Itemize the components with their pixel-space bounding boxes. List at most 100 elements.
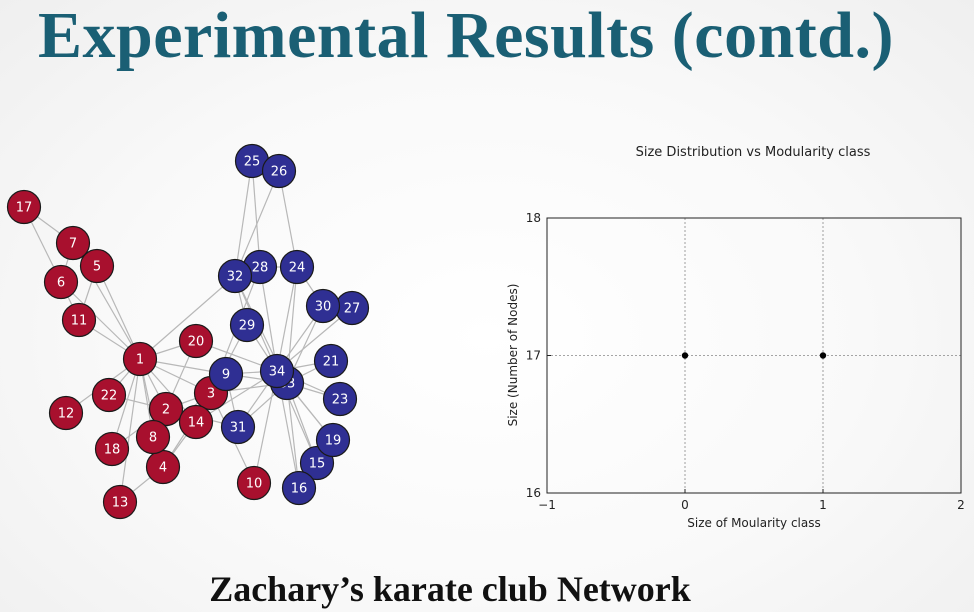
network-node-label-12: 12 xyxy=(58,407,75,422)
network-node-circle-34 xyxy=(259,353,295,389)
network-edge-24-34 xyxy=(276,266,298,372)
network-edge-1-6 xyxy=(60,281,141,360)
network-node-circle-8 xyxy=(135,419,171,455)
network-edge-25-28 xyxy=(251,160,261,268)
network-node-21: 21 xyxy=(313,343,349,379)
network-node-2: 2 xyxy=(148,391,184,427)
network-node-label-9: 9 xyxy=(222,368,230,383)
network-caption: Zachary’s karate club Network xyxy=(209,569,691,609)
network-node-label-26: 26 xyxy=(271,165,288,180)
network-node-circle-10 xyxy=(236,465,272,501)
network-node-26: 26 xyxy=(261,153,297,189)
network-node-7: 7 xyxy=(55,225,91,261)
network-node-34: 34 xyxy=(259,353,295,389)
plot-points xyxy=(681,352,827,359)
network-node-10: 10 xyxy=(236,465,272,501)
network-node-label-28: 28 xyxy=(252,261,269,276)
network-node-22: 22 xyxy=(91,377,127,413)
network-node-20: 20 xyxy=(178,323,214,359)
network-node-label-14: 14 xyxy=(188,416,205,431)
plot-frame xyxy=(546,217,962,494)
network-node-25: 25 xyxy=(234,143,270,179)
network-node-label-15: 15 xyxy=(309,457,326,472)
x-axis-label: Size of Moularity class xyxy=(687,516,821,530)
x-tick-label: 1 xyxy=(819,498,827,512)
network-node-4: 4 xyxy=(145,449,181,485)
data-point xyxy=(819,352,827,359)
size-distribution-plot: Size Distribution vs Modularity class −1… xyxy=(506,145,965,530)
network-node-circle-22 xyxy=(91,377,127,413)
network-node-label-19: 19 xyxy=(325,434,342,449)
network-edge-1-13 xyxy=(119,358,141,503)
network-node-label-6: 6 xyxy=(57,276,65,291)
network-node-circle-2 xyxy=(148,391,184,427)
network-node-circle-23 xyxy=(322,381,358,417)
slide-title: Experimental Results (contd.) xyxy=(38,0,894,72)
network-node-6: 6 xyxy=(43,264,79,300)
network-node-label-16: 16 xyxy=(291,482,308,497)
y-axis-label: Size (Number of Nodes) xyxy=(506,284,520,427)
network-node-5: 5 xyxy=(79,248,115,284)
network-node-32: 32 xyxy=(217,258,253,294)
network-edge-16-33 xyxy=(286,382,300,489)
network-node-circle-19 xyxy=(315,422,351,458)
plot-grid xyxy=(547,218,961,493)
plot-title: Size Distribution vs Modularity class xyxy=(636,145,871,160)
network-node-circle-14 xyxy=(178,404,214,440)
network-node-circle-16 xyxy=(281,470,317,506)
network-node-circle-9 xyxy=(208,356,244,392)
network-edge-1-32 xyxy=(139,275,236,360)
network-node-label-4: 4 xyxy=(159,461,167,476)
network-node-9: 9 xyxy=(208,356,244,392)
network-node-label-5: 5 xyxy=(93,260,101,275)
network-node-8: 8 xyxy=(135,419,171,455)
network-node-circle-32 xyxy=(217,258,253,294)
network-node-label-31: 31 xyxy=(230,421,247,436)
network-node-31: 31 xyxy=(220,409,256,445)
network-node-label-22: 22 xyxy=(101,389,118,404)
network-node-18: 18 xyxy=(94,431,130,467)
network-node-label-7: 7 xyxy=(69,237,77,252)
network-node-label-32: 32 xyxy=(227,270,244,285)
network-node-label-30: 30 xyxy=(315,300,332,315)
network-node-circle-21 xyxy=(313,343,349,379)
network-node-label-2: 2 xyxy=(162,403,170,418)
network-node-circle-11 xyxy=(61,302,97,338)
network-node-label-8: 8 xyxy=(149,431,157,446)
network-node-label-29: 29 xyxy=(239,319,256,334)
network-node-29: 29 xyxy=(229,307,265,343)
network-node-circle-29 xyxy=(229,307,265,343)
network-node-circle-6 xyxy=(43,264,79,300)
network-edge-28-34 xyxy=(259,266,278,372)
network-node-circle-26 xyxy=(261,153,297,189)
network-node-30: 30 xyxy=(305,288,341,324)
network-node-circle-12 xyxy=(48,395,84,431)
network-node-label-10: 10 xyxy=(246,477,263,492)
network-node-23: 23 xyxy=(322,381,358,417)
network-node-label-21: 21 xyxy=(323,355,340,370)
network-node-13: 13 xyxy=(102,484,138,520)
network-node-circle-30 xyxy=(305,288,341,324)
network-node-label-23: 23 xyxy=(332,393,349,408)
network-node-circle-20 xyxy=(178,323,214,359)
network-node-label-18: 18 xyxy=(104,443,121,458)
network-node-circle-1 xyxy=(122,341,158,377)
network-node-label-24: 24 xyxy=(289,261,306,276)
network-node-24: 24 xyxy=(279,249,315,285)
network-node-circle-17 xyxy=(6,189,42,225)
network-node-label-11: 11 xyxy=(71,314,88,329)
network-node-circle-5 xyxy=(79,248,115,284)
network-node-17: 17 xyxy=(6,189,42,225)
network-node-label-1: 1 xyxy=(136,353,144,368)
y-tick-label: 16 xyxy=(526,486,541,500)
network-node-12: 12 xyxy=(48,395,84,431)
network-node-label-25: 25 xyxy=(244,155,261,170)
plot-ticks: −1 0 1 2 16 17 18 xyxy=(526,211,965,512)
x-tick-label: 2 xyxy=(957,498,965,512)
network-node-circle-24 xyxy=(279,249,315,285)
network-node-circle-31 xyxy=(220,409,256,445)
network-node-label-27: 27 xyxy=(344,302,361,317)
network-node-14: 14 xyxy=(178,404,214,440)
